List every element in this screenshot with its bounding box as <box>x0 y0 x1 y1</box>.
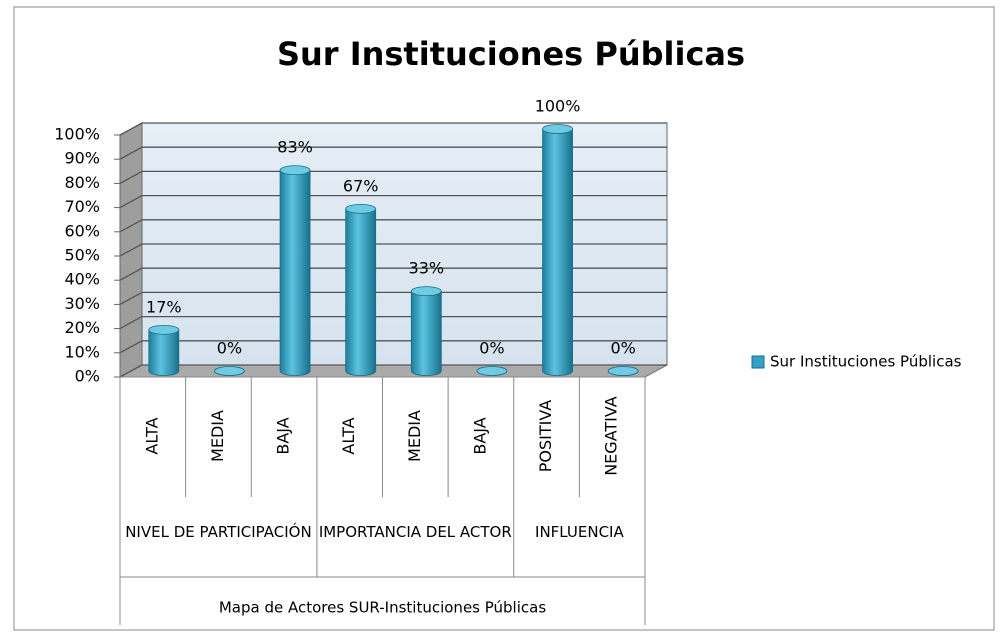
legend-swatch <box>751 355 765 369</box>
y-tick-label: 0% <box>75 367 100 386</box>
data-label: 67% <box>343 176 379 195</box>
grid-line-side <box>119 291 143 305</box>
data-label: 33% <box>409 259 445 278</box>
grid-line-side <box>119 267 143 281</box>
y-tick-label: 10% <box>64 342 100 361</box>
x-tick-label: POSITIVA <box>536 400 555 473</box>
y-tick-label: 60% <box>64 221 100 240</box>
data-label: 17% <box>146 297 182 316</box>
group-label: NIVEL DE PARTICIPACIÓN <box>125 523 312 541</box>
bar <box>279 169 311 376</box>
bar <box>345 208 377 376</box>
bar <box>410 290 442 376</box>
bar-top <box>607 366 639 376</box>
x-tick-label: MEDIA <box>405 410 424 462</box>
grid-line-side <box>119 316 143 330</box>
y-tick-label: 70% <box>64 197 100 216</box>
group-label: INFLUENCIA <box>535 523 624 541</box>
grid-line-side <box>119 364 143 378</box>
bar <box>148 329 180 376</box>
bar-top <box>279 165 311 176</box>
grid-line-side <box>119 195 143 209</box>
data-label: 0% <box>610 339 635 358</box>
grid-line-side <box>119 243 143 257</box>
y-tick-label: 50% <box>64 246 100 265</box>
x-tick-label: ALTA <box>142 417 161 454</box>
data-label: 0% <box>217 339 242 358</box>
bar-top <box>214 366 245 376</box>
y-tick-label: 30% <box>64 294 100 313</box>
data-label: 100% <box>535 97 581 116</box>
data-label: 83% <box>277 138 313 157</box>
bar-top <box>148 324 180 335</box>
bar-top <box>410 286 442 297</box>
grid-line-side <box>119 146 143 160</box>
x-tick-label: MEDIA <box>208 410 227 462</box>
grid-line-side <box>119 122 143 136</box>
chart-title: Sur Instituciones Públicas <box>277 35 745 73</box>
grid-line-side <box>119 340 143 354</box>
y-tick-label: 20% <box>64 318 100 337</box>
y-tick-label: 40% <box>64 270 100 289</box>
x-tick-label: BAJA <box>470 417 489 454</box>
y-tick-label: 90% <box>64 149 100 168</box>
bar-top <box>542 124 573 134</box>
grid-line-side <box>119 170 143 184</box>
bar-top <box>345 203 377 214</box>
x-tick-label: BAJA <box>274 417 293 454</box>
legend-label: Sur Instituciones Públicas <box>770 353 962 371</box>
x-tick-label: NEGATIVA <box>602 396 621 476</box>
y-tick-label: 80% <box>64 173 100 192</box>
grid-line-side <box>119 219 143 233</box>
x-axis-title: Mapa de Actores SUR-Instituciones Públic… <box>219 599 546 617</box>
y-tick-label: 100% <box>54 125 100 144</box>
bar <box>542 128 573 376</box>
floor <box>119 364 668 378</box>
x-tick-label: ALTA <box>339 417 358 454</box>
bar-top <box>476 366 508 376</box>
data-label: 0% <box>479 339 504 358</box>
group-label: IMPORTANCIA DEL ACTOR <box>318 523 512 541</box>
